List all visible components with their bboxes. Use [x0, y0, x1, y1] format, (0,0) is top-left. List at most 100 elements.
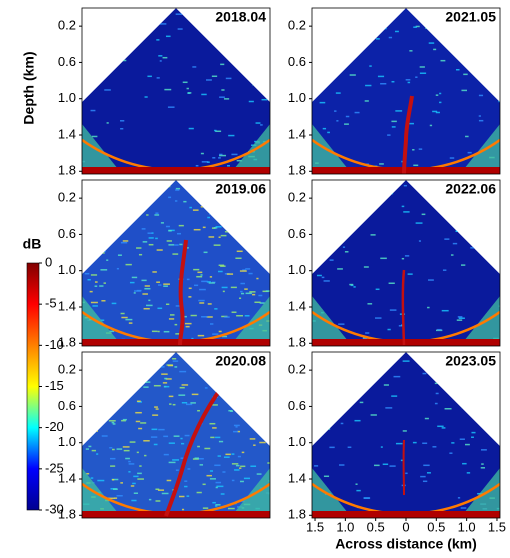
- speckle: [169, 403, 172, 405]
- speckle: [391, 80, 395, 83]
- speckle: [151, 232, 154, 234]
- speckle: [184, 480, 188, 482]
- speckle: [94, 430, 99, 432]
- speckle: [200, 152, 204, 155]
- speckle: [235, 464, 240, 467]
- speckle: [460, 507, 467, 509]
- speckle: [163, 285, 168, 287]
- speckle: [120, 120, 125, 122]
- frame: [81, 7, 271, 175]
- frame: [311, 7, 501, 175]
- speckle: [120, 382, 124, 385]
- speckle: [196, 491, 202, 494]
- x-tick-label: 1.5: [306, 519, 324, 534]
- speckle: [326, 70, 332, 72]
- speckle: [373, 464, 380, 467]
- speckle: [457, 497, 461, 499]
- speckle: [339, 464, 345, 466]
- speckle: [192, 209, 199, 211]
- plume: [178, 239, 188, 346]
- colorbar: [26, 262, 40, 511]
- speckle: [105, 188, 112, 191]
- speckle: [228, 134, 235, 137]
- speckle: [187, 468, 191, 470]
- speckle: [97, 196, 105, 198]
- speckle: [98, 197, 104, 200]
- speckle: [335, 92, 341, 94]
- speckle: [188, 296, 192, 298]
- speckle: [196, 275, 203, 278]
- speckle: [179, 243, 183, 246]
- speckle: [334, 110, 337, 112]
- speckle: [242, 269, 246, 271]
- speckle: [175, 305, 182, 307]
- speckle: [218, 440, 224, 443]
- speckle: [215, 486, 218, 489]
- speckle: [422, 442, 428, 445]
- speckle: [206, 316, 213, 318]
- speckle: [204, 387, 208, 389]
- speckle: [209, 470, 214, 472]
- speckle: [421, 213, 426, 216]
- speckle: [461, 231, 465, 234]
- speckle: [488, 63, 493, 65]
- speckle: [92, 305, 98, 307]
- speckle: [407, 273, 413, 275]
- speckle: [441, 427, 446, 429]
- speckle: [139, 465, 142, 467]
- speckle: [437, 328, 442, 331]
- speckle: [247, 203, 254, 205]
- speckle: [240, 465, 246, 468]
- speckle: [115, 404, 122, 407]
- speckle: [148, 498, 152, 501]
- speckle: [465, 135, 469, 138]
- speckle: [163, 283, 170, 285]
- speckle: [178, 224, 184, 227]
- speckle: [495, 218, 500, 221]
- sector: [312, 180, 500, 346]
- speckle: [206, 196, 210, 199]
- speckle: [418, 148, 423, 150]
- speckle: [130, 485, 135, 487]
- speckle: [218, 330, 222, 333]
- speckle: [204, 447, 211, 450]
- speckle: [450, 254, 454, 256]
- speckle: [451, 442, 455, 444]
- speckle: [432, 446, 437, 448]
- speckle: [165, 35, 171, 38]
- panel-title: 2022.06: [445, 181, 496, 197]
- speckle: [403, 184, 407, 187]
- speckle: [247, 74, 252, 76]
- speckle: [329, 259, 334, 261]
- speckle: [168, 196, 172, 199]
- speckle: [218, 157, 221, 159]
- speckle: [126, 393, 132, 395]
- speckle: [382, 463, 389, 466]
- speckle: [264, 205, 270, 207]
- speckle: [115, 216, 120, 218]
- speckle: [201, 316, 208, 318]
- speckle: [174, 323, 178, 326]
- speckle: [206, 474, 212, 477]
- speckle: [233, 430, 238, 433]
- speckle: [111, 375, 118, 378]
- speckle: [129, 441, 136, 443]
- panel-title: 2021.05: [445, 9, 496, 25]
- speckle: [128, 460, 131, 463]
- panel-title: 2023.05: [445, 353, 496, 369]
- speckle: [231, 453, 235, 455]
- speckle: [348, 353, 351, 355]
- speckle: [444, 408, 452, 410]
- speckle: [162, 56, 168, 59]
- speckle: [184, 485, 188, 488]
- speckle: [263, 228, 267, 230]
- speckle: [433, 48, 437, 51]
- speckle: [116, 448, 123, 450]
- speckle: [359, 401, 364, 404]
- speckle: [248, 272, 253, 275]
- y-tick-label: 0.6: [288, 54, 306, 69]
- speckle: [322, 127, 327, 130]
- speckle: [265, 404, 270, 407]
- speckle: [185, 325, 190, 328]
